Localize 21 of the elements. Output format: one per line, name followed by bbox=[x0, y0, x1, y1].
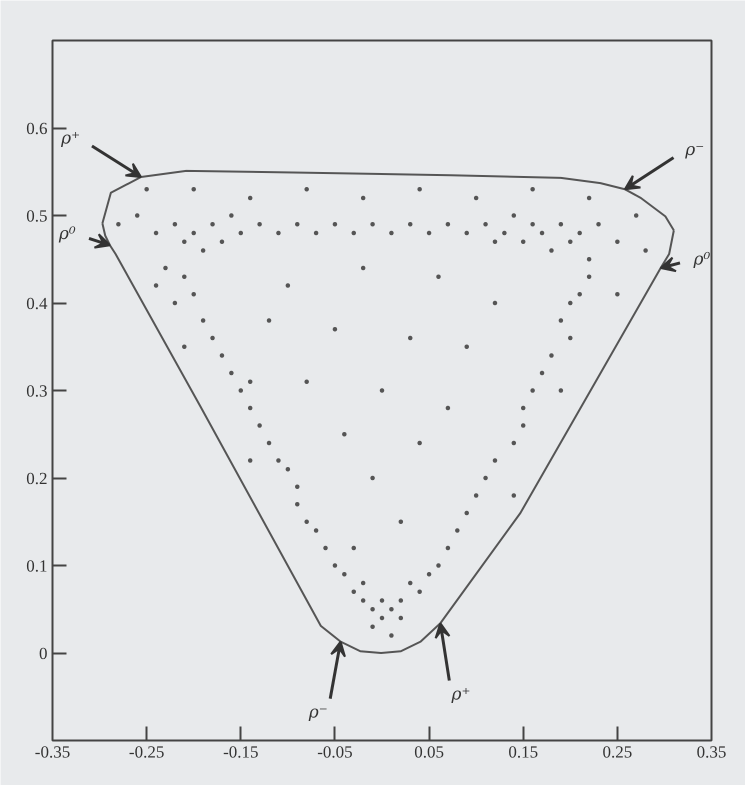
y-tick-label: 0.5 bbox=[26, 206, 48, 226]
x-tick-label: -0.25 bbox=[128, 742, 164, 762]
annotation: ρ⁰ bbox=[58, 224, 76, 244]
annotation: ρ⁻ bbox=[684, 140, 704, 160]
x-tick-label: 0.05 bbox=[414, 742, 444, 762]
y-tick-label: 0.2 bbox=[26, 469, 48, 488]
annotation: ρ⁻ bbox=[308, 702, 328, 722]
annotation: ρ⁰ bbox=[692, 249, 711, 270]
x-tick-label: 0.35 bbox=[696, 742, 726, 762]
y-tick-label: 0.1 bbox=[26, 556, 48, 576]
y-tick-label: 0.6 bbox=[26, 119, 48, 138]
annotation: ρ⁺ bbox=[60, 128, 80, 149]
y-tick-label: 0.3 bbox=[26, 382, 48, 400]
x-tick-label: -0.05 bbox=[317, 742, 353, 762]
y-tick-label: 0.4 bbox=[26, 294, 48, 313]
x-tick-label: -0.35 bbox=[34, 742, 70, 762]
x-tick-label: 0.15 bbox=[508, 742, 538, 762]
y-tick-label: 0 bbox=[39, 644, 48, 663]
x-tick-label: -0.15 bbox=[223, 742, 258, 762]
x-tick-label: 0.25 bbox=[602, 742, 632, 762]
annotation: ρ⁺ bbox=[450, 684, 470, 704]
